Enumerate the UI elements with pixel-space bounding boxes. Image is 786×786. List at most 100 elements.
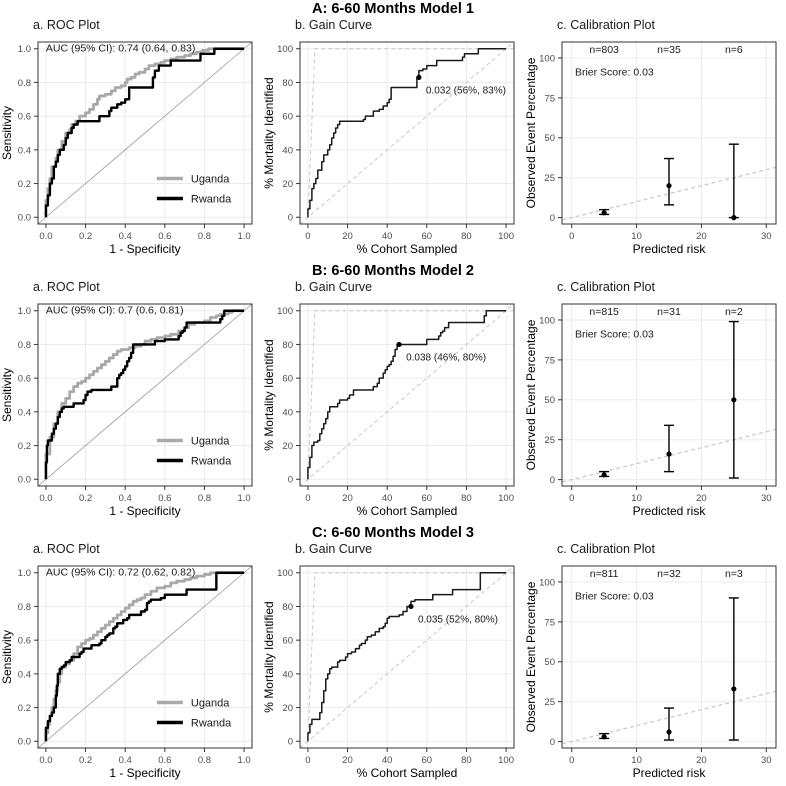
svg-text:40: 40 <box>382 755 393 766</box>
svg-text:0: 0 <box>550 213 555 224</box>
row-model-1: A: 6-60 Months Model 1 a. ROC Plot 0.0 0.… <box>0 0 786 262</box>
svg-text:% Cohort Sampled: % Cohort Sampled <box>357 504 458 518</box>
svg-text:25: 25 <box>544 173 555 184</box>
svg-text:0: 0 <box>305 755 310 766</box>
panel-roc-3: a. ROC Plot 0.0 0.2 0.4 0.6 0.8 1.0 0.0 0.2 0.4 0… <box>0 542 262 784</box>
gain-curve-model-1: 0 20 40 60 80 100 0 20 40 60 80 100 % Cohort Sampled… <box>262 41 515 256</box>
svg-text:40: 40 <box>382 493 393 504</box>
svg-text:20: 20 <box>282 703 293 714</box>
svg-text:0.0: 0.0 <box>39 755 52 766</box>
svg-text:50: 50 <box>544 395 555 406</box>
svg-text:0.8: 0.8 <box>18 340 31 351</box>
svg-text:0: 0 <box>288 475 293 486</box>
svg-text:75: 75 <box>544 617 555 628</box>
svg-text:Rwanda: Rwanda <box>191 456 232 468</box>
svg-text:0.0: 0.0 <box>18 475 31 486</box>
svg-text:1 - Specificity: 1 - Specificity <box>109 504 180 518</box>
svg-text:60: 60 <box>422 493 433 504</box>
panels-row-2: a. ROC Plot 0.0 0.2 0.4 0.6 0.8 1.0 0.0 0.2 0.4 0… <box>0 280 786 522</box>
svg-text:10: 10 <box>631 231 642 242</box>
svg-text:Sensitivity: Sensitivity <box>0 368 14 422</box>
calibration-plot-model-3: 0 10 20 30 0 25 50 75 100 Predicted risk Observed … <box>524 565 777 780</box>
svg-text:0.0: 0.0 <box>39 231 52 242</box>
svg-text:n=31: n=31 <box>657 306 681 318</box>
svg-text:n=815: n=815 <box>589 306 619 318</box>
svg-text:0.6: 0.6 <box>158 231 171 242</box>
svg-text:80: 80 <box>282 340 293 351</box>
panel-gain-1: b. Gain Curve 0 20 40 60 80 100 0 20 40 60 80 100 % … <box>262 18 524 260</box>
row-model-2: B: 6-60 Months Model 2 a. ROC Plot 0.0 0.… <box>0 262 786 524</box>
svg-text:% Mortality Identified: % Mortality Identified <box>262 77 276 188</box>
svg-text:0.6: 0.6 <box>158 493 171 504</box>
svg-text:n=811: n=811 <box>590 568 619 580</box>
panels-row-1: a. ROC Plot 0.0 0.2 0.4 0.6 0.8 1.0 0.0 0.2 0.4 0… <box>0 18 786 260</box>
svg-text:AUC (95% CI): 0.72 (0.62, 0.82: AUC (95% CI): 0.72 (0.62, 0.82) <box>46 567 195 579</box>
svg-text:0.6: 0.6 <box>18 636 31 647</box>
panel-calibration-3: c. Calibration Plot 0 10 20 30 0 25 50 75 100 Pre… <box>524 542 786 784</box>
svg-text:0: 0 <box>288 213 293 224</box>
panel-roc-1: a. ROC Plot 0.0 0.2 0.4 0.6 0.8 1.0 0.0 0.2 0.4 0… <box>0 18 262 260</box>
svg-text:0.2: 0.2 <box>79 231 92 242</box>
svg-text:0.032 (56%, 83%): 0.032 (56%, 83%) <box>426 85 506 96</box>
svg-text:0.4: 0.4 <box>119 493 132 504</box>
svg-text:0.4: 0.4 <box>18 145 31 156</box>
svg-text:1 - Specificity: 1 - Specificity <box>109 766 180 780</box>
svg-text:0.6: 0.6 <box>158 755 171 766</box>
svg-text:Sensitivity: Sensitivity <box>0 630 14 684</box>
svg-text:Predicted risk: Predicted risk <box>633 504 707 518</box>
svg-text:Brier Score: 0.03: Brier Score: 0.03 <box>575 66 654 78</box>
svg-text:100: 100 <box>498 755 514 766</box>
svg-text:80: 80 <box>461 755 472 766</box>
svg-text:0.2: 0.2 <box>79 493 92 504</box>
svg-text:30: 30 <box>761 493 772 504</box>
svg-text:100: 100 <box>539 315 555 326</box>
svg-text:0: 0 <box>288 737 293 748</box>
panel-calibration-1: c. Calibration Plot 0 10 20 30 0 25 50 75 100 Pre… <box>524 18 786 260</box>
svg-text:% Mortality Identified: % Mortality Identified <box>262 601 276 712</box>
svg-text:1.0: 1.0 <box>237 755 250 766</box>
svg-text:100: 100 <box>498 493 514 504</box>
calibration-plot-model-2: 0 10 20 30 0 25 50 75 100 Predicted risk Observed … <box>524 303 777 518</box>
svg-text:20: 20 <box>696 231 707 242</box>
svg-text:1.0: 1.0 <box>18 568 31 579</box>
svg-text:Predicted risk: Predicted risk <box>633 242 707 256</box>
svg-text:Brier Score: 0.03: Brier Score: 0.03 <box>575 328 654 340</box>
svg-text:0.038 (46%, 80%): 0.038 (46%, 80%) <box>406 352 486 363</box>
svg-text:1.0: 1.0 <box>18 44 31 55</box>
svg-text:80: 80 <box>461 493 472 504</box>
svg-text:0.2: 0.2 <box>18 441 31 452</box>
svg-text:40: 40 <box>282 145 293 156</box>
panel-roc-2: a. ROC Plot 0.0 0.2 0.4 0.6 0.8 1.0 0.0 0.2 0.4 0… <box>0 280 262 522</box>
svg-text:10: 10 <box>631 493 642 504</box>
svg-text:0.4: 0.4 <box>18 669 31 680</box>
svg-text:60: 60 <box>282 374 293 385</box>
svg-text:0.0: 0.0 <box>18 737 31 748</box>
svg-text:60: 60 <box>422 755 433 766</box>
svg-text:n=3: n=3 <box>725 568 743 580</box>
calibration-plot-model-1: 0 10 20 30 0 25 50 75 100 Predicted risk Observed … <box>524 41 777 256</box>
svg-text:0: 0 <box>305 231 310 242</box>
svg-text:80: 80 <box>282 78 293 89</box>
svg-text:0.2: 0.2 <box>18 179 31 190</box>
gain-curve-model-3: 0 20 40 60 80 100 0 20 40 60 80 100 % Cohort Sampled… <box>262 565 515 780</box>
svg-text:100: 100 <box>498 231 514 242</box>
svg-text:100: 100 <box>539 577 555 588</box>
svg-text:n=803: n=803 <box>589 44 619 56</box>
svg-text:40: 40 <box>382 231 393 242</box>
svg-text:100: 100 <box>539 53 555 64</box>
svg-text:1.0: 1.0 <box>237 493 250 504</box>
svg-text:30: 30 <box>761 231 772 242</box>
svg-text:40: 40 <box>282 669 293 680</box>
svg-text:20: 20 <box>342 231 353 242</box>
panel-calibration-2: c. Calibration Plot 0 10 20 30 0 25 50 75 100 Pre… <box>524 280 786 522</box>
svg-text:25: 25 <box>544 435 555 446</box>
svg-text:Observed Event Percentage: Observed Event Percentage <box>524 319 538 470</box>
svg-text:Uganda: Uganda <box>191 174 230 186</box>
svg-text:1 - Specificity: 1 - Specificity <box>109 242 180 256</box>
panel-title-calibration-3: c. Calibration Plot <box>557 542 655 556</box>
panel-title-roc-3: a. ROC Plot <box>33 542 100 556</box>
svg-text:80: 80 <box>461 231 472 242</box>
svg-text:0: 0 <box>550 475 555 486</box>
panel-gain-3: b. Gain Curve 0 20 40 60 80 100 0 20 40 60 80 100 % … <box>262 542 524 784</box>
